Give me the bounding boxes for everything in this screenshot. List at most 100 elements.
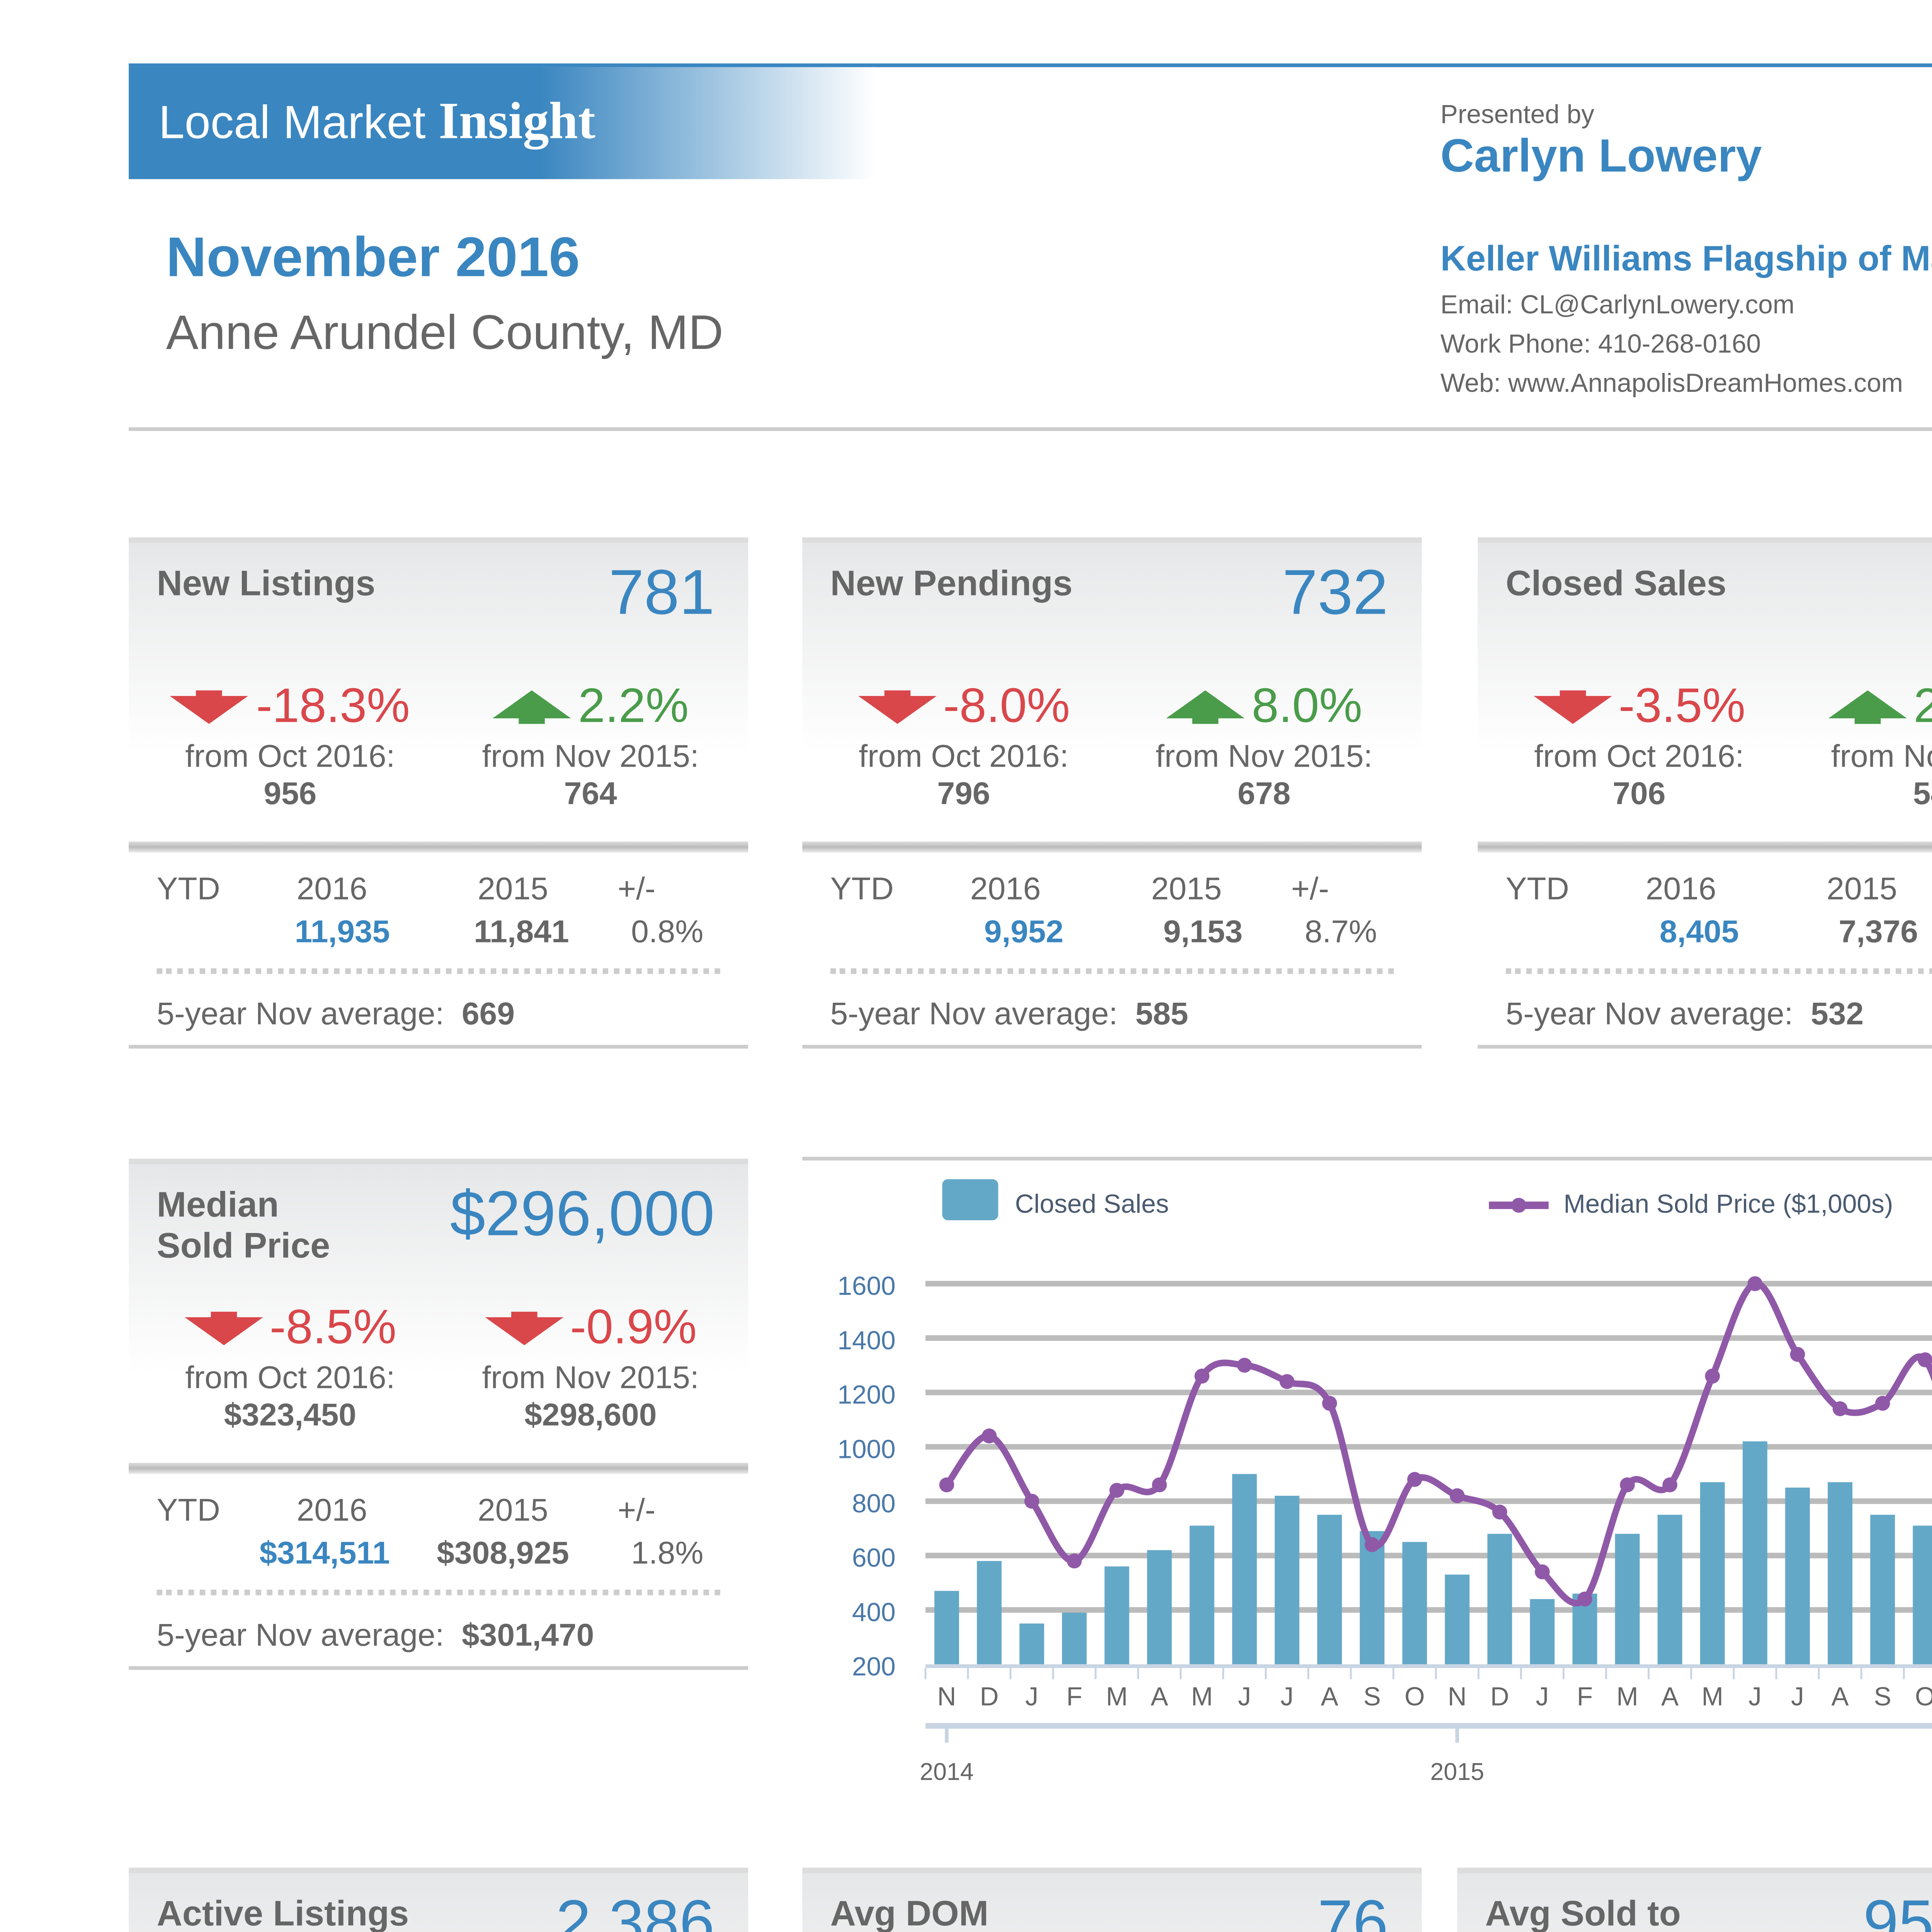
x-axis-month-label: F (1577, 1682, 1593, 1711)
median-price-point (1662, 1477, 1678, 1493)
change-percent: -8.5% (269, 1298, 396, 1355)
gauge-card: Avg Sold toOLP Ratio 95.5% 95.5% Min93.5… (1457, 1867, 1932, 1932)
median-price-point (1790, 1347, 1805, 1362)
ytd-change-value: 8.7% (1304, 914, 1377, 950)
card-header: Median Sold Price $296,000 -8.5% from Oct… (129, 1158, 748, 1463)
change-mom: -8.5% from Oct 2016: $323,450 (136, 1299, 444, 1435)
closed-sales-bar (1785, 1487, 1810, 1665)
agent-website[interactable]: Web: www.AnnapolisDreamHomes.com (1440, 367, 1903, 398)
card-header: New Listings 781 -18.3% from Oct 2016: 9… (129, 537, 748, 842)
header-bottom-rule (129, 427, 1932, 431)
change-percent: -0.9% (570, 1298, 697, 1355)
change-from-label: from Nov 2015: (482, 1360, 699, 1396)
metric-card: New Listings 781 -18.3% from Oct 2016: 9… (129, 537, 748, 1049)
metric-card: New Pendings 732 -8.0% from Oct 2016: 79… (802, 537, 1422, 1049)
agent-phone[interactable]: Work Phone: 410-268-0160 (1440, 328, 1761, 359)
ytd-table: YTD 2016 2015 +/- 11,935 11,841 0.8% (129, 853, 748, 950)
card-separator (129, 841, 748, 853)
card-header: Closed Sales 681 -3.5% from Oct 2016: 70… (1478, 537, 1932, 842)
ytd-table: YTD 2016 2015 +/- 8,405 7,376 14.0% (1478, 853, 1932, 950)
x-axis-month-label: F (1066, 1682, 1082, 1711)
change-base-value: 706 (1612, 776, 1666, 812)
report-month: November 2016 (166, 228, 580, 289)
closed-sales-bar (1445, 1575, 1470, 1665)
card-bottom-rule (129, 1666, 748, 1670)
ytd-label: YTD (1505, 871, 1569, 907)
ytd-year-prior: 2015 (1827, 871, 1897, 907)
median-price-point (1832, 1401, 1848, 1417)
agent-email[interactable]: Email: CL@CarlynLowery.com (1440, 289, 1795, 319)
dotted-divider (830, 968, 1394, 974)
change-percent: 25.9% (1913, 677, 1932, 733)
down-arrow-icon (170, 690, 249, 724)
ytd-value-prior: 11,841 (474, 914, 569, 950)
change-base-value: 764 (564, 776, 617, 812)
x-axis-month-label: N (937, 1682, 956, 1711)
x-axis-month-label: M (1702, 1682, 1723, 1711)
change-base-value: 796 (937, 776, 990, 812)
median-price-point (939, 1477, 954, 1493)
change-from-label: from Nov 2015: (482, 739, 699, 774)
left-axis-tick: 1600 (837, 1272, 895, 1301)
brokerage-name: Keller Williams Flagship of Maryland (1440, 240, 1932, 280)
ytd-change-label: +/- (617, 871, 656, 907)
closed-sales-bar (1870, 1515, 1895, 1665)
change-from-label: from Nov 2015: (1155, 739, 1373, 774)
ytd-value-current: 9,952 (984, 914, 1064, 950)
ytd-year-prior: 2015 (478, 871, 548, 907)
ytd-table: YTD 2016 2015 +/- $314,511 $308,925 1.8% (129, 1474, 748, 1571)
card-value: 76 (1317, 1888, 1388, 1932)
x-axis-month-label: A (1661, 1682, 1679, 1711)
ytd-value-current: 8,405 (1659, 914, 1739, 950)
change-percent: -18.3% (256, 677, 410, 733)
up-arrow-icon (1828, 690, 1906, 724)
ytd-value-current: $314,511 (259, 1536, 390, 1571)
closed-sales-bar (1274, 1495, 1299, 1665)
x-axis-month-label: J (1791, 1682, 1804, 1711)
dotted-divider (156, 968, 720, 974)
report-title-light: Local Market (158, 97, 439, 150)
median-price-point (1492, 1504, 1507, 1520)
ytd-change-value: 0.8% (631, 914, 704, 950)
ytd-label: YTD (156, 1492, 220, 1528)
year-label: 2015 (1430, 1759, 1484, 1786)
closed-sales-bar (1189, 1526, 1214, 1665)
x-axis-month-label: M (1616, 1682, 1638, 1711)
report-title-bold: Insight (439, 93, 595, 151)
five-year-average: 5-year Nov average: 585 (830, 996, 1189, 1032)
closed-sales-bar (1062, 1612, 1087, 1665)
card-title: Closed Sales (1505, 565, 1726, 605)
five-year-average: 5-year Nov average: 669 (156, 996, 515, 1032)
card-bottom-rule (1478, 1045, 1932, 1049)
change-yoy: 25.9% from Nov 2015: 541 (1786, 677, 1932, 813)
card-header: Avg Sold toOLP Ratio 95.5% 95.5% Min93.5… (1457, 1867, 1932, 1932)
down-arrow-icon (1532, 690, 1611, 724)
ytd-value-prior: $308,925 (437, 1536, 569, 1571)
down-arrow-icon (857, 690, 936, 724)
x-axis-month-label: J (1025, 1682, 1038, 1711)
x-axis-month-label: D (1490, 1682, 1509, 1711)
left-axis-tick: 1400 (837, 1326, 895, 1355)
change-from-label: from Nov 2015: (1831, 739, 1932, 774)
report-area: Anne Arundel County, MD (166, 304, 724, 360)
change-percent: 2.2% (578, 677, 689, 733)
card-header: Active Listings 2,386 2,386 Min2,319 Max… (129, 1867, 748, 1932)
ytd-table: YTD 2016 2015 +/- 9,952 9,153 8.7% (802, 853, 1422, 950)
card-bottom-rule (129, 1045, 748, 1049)
card-separator (802, 841, 1422, 853)
left-axis-tick: 200 (852, 1652, 896, 1681)
closed-sales-bar (1700, 1482, 1725, 1665)
legend-line-marker (1511, 1198, 1526, 1213)
closed-sales-bar (1657, 1515, 1682, 1665)
x-axis-month-label: O (1915, 1682, 1932, 1711)
median-price-point (1024, 1493, 1039, 1509)
metric-card: Closed Sales 681 -3.5% from Oct 2016: 70… (1478, 537, 1932, 1049)
card-separator (129, 1463, 748, 1474)
change-yoy: -0.9% from Nov 2015: $298,600 (437, 1299, 745, 1435)
card-value: 95.5% (1863, 1888, 1932, 1932)
median-price-point (1364, 1537, 1380, 1552)
x-axis-month-label: J (1238, 1682, 1251, 1711)
median-price-point (1577, 1592, 1592, 1607)
median-price-point (981, 1428, 997, 1444)
card-bottom-rule (802, 1045, 1422, 1049)
